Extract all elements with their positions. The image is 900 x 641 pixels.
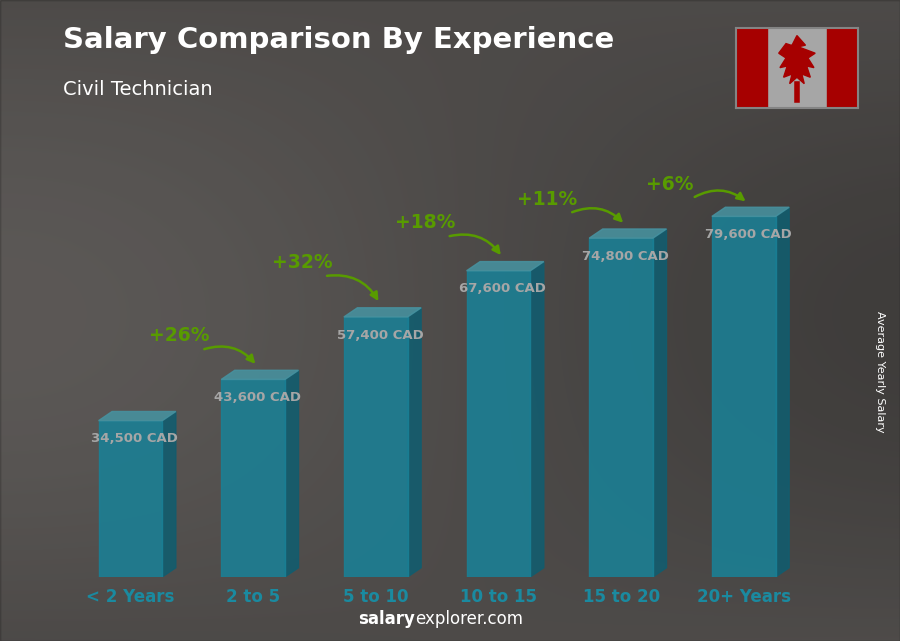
Polygon shape — [99, 412, 176, 420]
Polygon shape — [466, 262, 544, 271]
Polygon shape — [221, 370, 299, 379]
Text: explorer.com: explorer.com — [415, 610, 523, 628]
Bar — [99, 420, 162, 577]
Polygon shape — [712, 207, 789, 217]
Bar — [466, 271, 530, 577]
Polygon shape — [162, 412, 176, 577]
Text: +26%: +26% — [149, 326, 210, 345]
Text: +32%: +32% — [272, 253, 332, 272]
Bar — [736, 28, 767, 108]
Text: 79,600 CAD: 79,600 CAD — [705, 228, 791, 241]
Text: 43,600 CAD: 43,600 CAD — [214, 391, 301, 404]
Bar — [590, 238, 653, 577]
Polygon shape — [778, 35, 815, 83]
Text: +11%: +11% — [518, 190, 578, 209]
Text: +6%: +6% — [646, 175, 694, 194]
Text: Civil Technician: Civil Technician — [63, 80, 212, 99]
Polygon shape — [530, 262, 544, 577]
Text: +18%: +18% — [395, 213, 455, 232]
Text: 57,400 CAD: 57,400 CAD — [337, 329, 424, 342]
Text: salary: salary — [358, 610, 415, 628]
Polygon shape — [285, 370, 299, 577]
Polygon shape — [653, 229, 667, 577]
Text: 67,600 CAD: 67,600 CAD — [459, 283, 546, 296]
Polygon shape — [344, 308, 421, 317]
Polygon shape — [408, 308, 421, 577]
Polygon shape — [776, 207, 789, 577]
Text: 34,500 CAD: 34,500 CAD — [91, 432, 178, 445]
Polygon shape — [590, 229, 667, 238]
Text: Average Yearly Salary: Average Yearly Salary — [875, 311, 886, 433]
Text: 74,800 CAD: 74,800 CAD — [582, 250, 669, 263]
Bar — [827, 28, 858, 108]
Bar — [221, 379, 285, 577]
Bar — [344, 317, 408, 577]
Text: Salary Comparison By Experience: Salary Comparison By Experience — [63, 26, 614, 54]
Bar — [712, 217, 776, 577]
